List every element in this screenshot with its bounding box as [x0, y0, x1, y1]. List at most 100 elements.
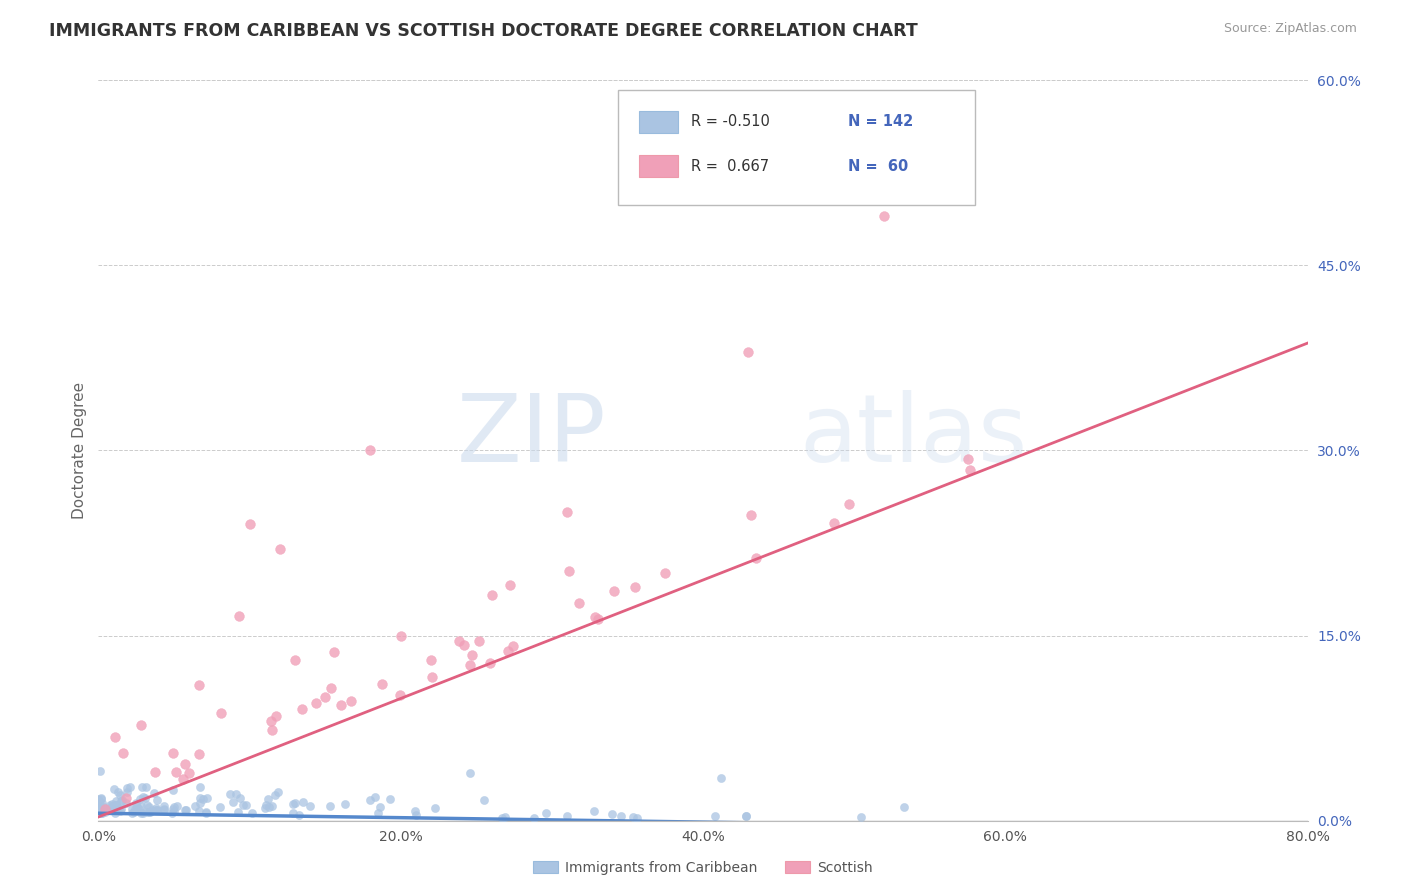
Point: [139, 805, 162, 819]
Point: [626, 811, 648, 825]
Point: [458, 765, 481, 780]
Point: [449, 634, 471, 648]
Point: [453, 638, 475, 652]
Point: [321, 681, 343, 695]
Point: [93, 802, 115, 816]
Point: [228, 791, 250, 805]
Point: [740, 508, 762, 522]
Point: [600, 807, 623, 822]
Point: [851, 810, 873, 824]
Point: [360, 443, 382, 458]
Point: [298, 798, 321, 813]
Point: [121, 803, 143, 817]
Point: [187, 804, 209, 818]
Point: [89, 794, 111, 808]
Point: [188, 677, 211, 691]
Point: [305, 696, 328, 710]
Point: [142, 786, 165, 800]
Text: R = -0.510: R = -0.510: [690, 114, 769, 129]
Point: [262, 799, 284, 814]
Point: [623, 810, 645, 824]
Point: [90, 803, 112, 817]
Point: [153, 802, 176, 816]
Point: [404, 804, 426, 818]
Point: [136, 805, 159, 819]
Point: [104, 805, 127, 820]
Point: [420, 653, 443, 667]
Point: [267, 784, 290, 798]
Point: [264, 788, 287, 802]
Point: [195, 790, 218, 805]
Point: [87, 792, 110, 806]
Point: [104, 730, 127, 744]
Point: [98, 797, 121, 812]
Point: [323, 645, 346, 659]
Point: [153, 799, 176, 814]
Point: [128, 801, 150, 815]
Point: [121, 806, 143, 821]
Text: N =  60: N = 60: [848, 159, 908, 174]
Point: [288, 808, 311, 822]
Point: [162, 806, 184, 821]
Point: [111, 793, 134, 807]
Point: [174, 757, 197, 772]
Point: [959, 463, 981, 477]
Point: [420, 669, 443, 683]
Point: [165, 764, 187, 779]
Point: [737, 344, 759, 359]
Point: [138, 800, 160, 814]
Point: [112, 746, 135, 760]
Point: [173, 803, 195, 817]
Point: [110, 794, 132, 808]
Point: [115, 785, 138, 799]
Point: [87, 798, 110, 813]
Point: [555, 809, 578, 823]
Point: [496, 644, 519, 658]
Point: [264, 708, 287, 723]
Point: [191, 792, 214, 806]
Point: [110, 804, 132, 818]
Point: [555, 505, 578, 519]
Point: [91, 801, 114, 815]
Text: ZIP: ZIP: [457, 390, 606, 482]
Point: [583, 805, 606, 819]
Text: atlas: atlas: [800, 390, 1028, 482]
Point: [468, 633, 491, 648]
Point: [87, 802, 110, 816]
Point: [195, 805, 218, 820]
Text: IMMIGRANTS FROM CARIBBEAN VS SCOTTISH DOCTORATE DEGREE CORRELATION CHART: IMMIGRANTS FROM CARIBBEAN VS SCOTTISH DO…: [49, 22, 918, 40]
Point: [225, 788, 247, 802]
Point: [105, 798, 128, 813]
Point: [87, 806, 110, 821]
Point: [194, 806, 217, 821]
Point: [125, 800, 148, 814]
Point: [269, 542, 291, 557]
Point: [472, 793, 495, 807]
Text: N = 142: N = 142: [848, 114, 914, 129]
Point: [423, 801, 446, 815]
Point: [523, 811, 546, 825]
Point: [745, 551, 768, 566]
Point: [128, 791, 150, 805]
Point: [329, 698, 352, 712]
Point: [100, 801, 122, 815]
Point: [461, 648, 484, 663]
Point: [254, 798, 277, 813]
Point: [101, 798, 124, 813]
Point: [335, 797, 357, 812]
Point: [90, 804, 112, 818]
Point: [367, 806, 389, 821]
Point: [132, 789, 155, 804]
Point: [586, 612, 609, 626]
Point: [292, 795, 315, 809]
Point: [145, 801, 167, 815]
Point: [87, 805, 110, 819]
Point: [703, 809, 725, 823]
Point: [145, 803, 167, 817]
Point: [494, 810, 516, 824]
Point: [162, 746, 184, 760]
Point: [371, 677, 394, 691]
Point: [232, 798, 254, 813]
Point: [602, 584, 624, 599]
Point: [87, 805, 110, 820]
